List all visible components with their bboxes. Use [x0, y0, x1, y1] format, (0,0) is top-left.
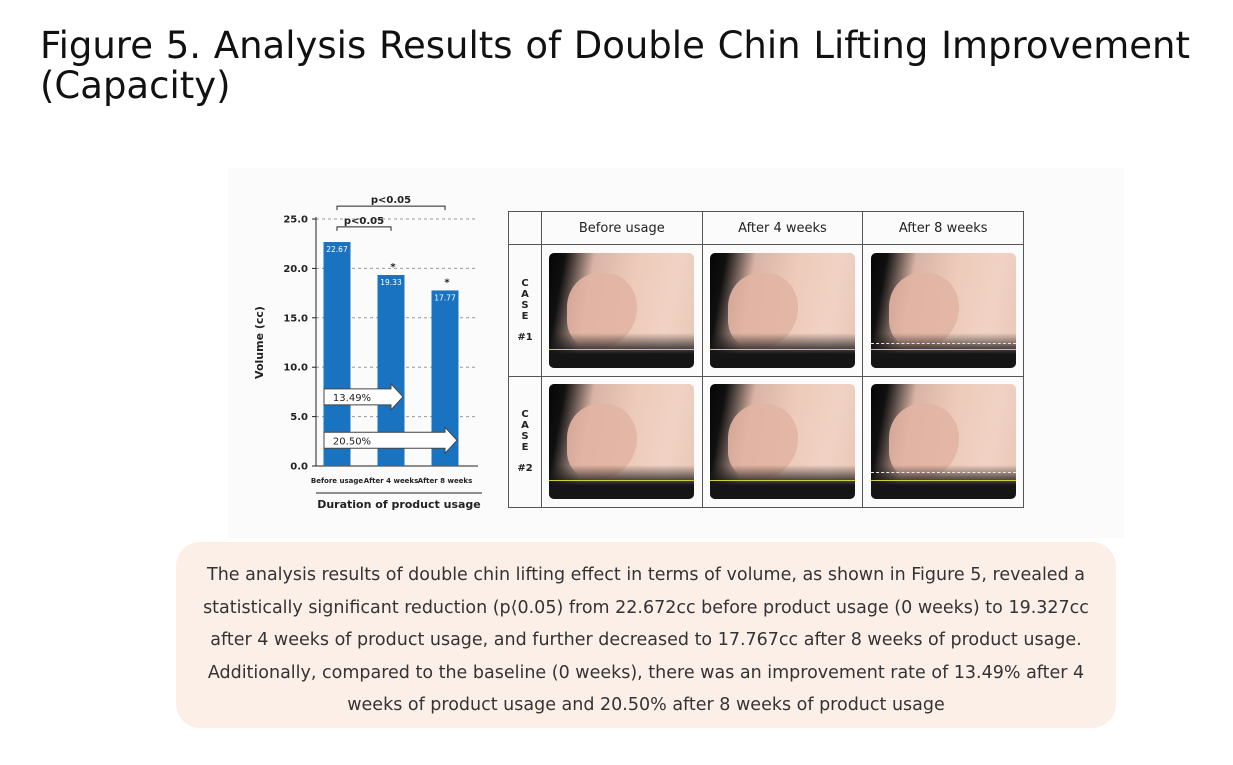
improvement-label: 20.50% [333, 436, 371, 447]
case-letter: S [521, 299, 529, 311]
photo-cell [541, 244, 703, 377]
photo-cell [541, 375, 703, 508]
photo-cell [701, 375, 864, 508]
profile-photo-case2-week4 [709, 384, 855, 500]
summary-line: The analysis results of double chin lift… [207, 565, 1085, 585]
page-title: Figure 5. Analysis Results of Double Chi… [40, 24, 1190, 107]
y-tick-label: 25.0 [283, 215, 308, 226]
x-tick-label: After 4 weeks [364, 477, 419, 485]
y-tick-label: 10.0 [283, 363, 308, 374]
case-row-1: C A S E #1 [508, 244, 1024, 377]
significance-bracket [336, 226, 392, 231]
profile-photo-case1-week4 [709, 252, 855, 368]
bar-value-label: 17.77 [434, 293, 456, 302]
reference-line-dashed [870, 342, 1016, 344]
improvement-arrow [323, 426, 458, 455]
profile-photo-case1-before [549, 252, 695, 368]
significance-bracket [336, 205, 446, 211]
reference-line-dashed [870, 472, 1016, 474]
summary-line: weeks of product usage and 20.50% after … [347, 695, 945, 715]
case-letter: C [521, 277, 529, 289]
significance-label: p<0.05 [371, 195, 411, 206]
reference-line [549, 480, 695, 482]
case-comparison-table: Before usage After 4 weeks After 8 weeks… [508, 211, 1024, 508]
reference-line [870, 348, 1016, 350]
case-1-label: C A S E #1 [508, 244, 542, 377]
y-tick-label: 15.0 [283, 313, 308, 324]
improvement-label: 13.49% [333, 393, 371, 404]
photo-cell [862, 375, 1024, 508]
x-tick-label: After 8 weeks [418, 477, 473, 485]
x-axis-label: Duration of product usage [317, 498, 481, 511]
case-letter: E [521, 310, 529, 322]
profile-photo-case1-week8 [870, 252, 1016, 368]
significance-label: p<0.05 [344, 216, 384, 227]
significance-asterisk: * [390, 262, 396, 273]
profile-photo-case2-week8 [870, 384, 1016, 500]
bar-value-label: 19.33 [380, 278, 402, 287]
profile-photo-case2-before [549, 384, 695, 500]
case-letter: A [521, 288, 529, 300]
header-before-usage: Before usage [541, 211, 703, 245]
summary-line: statistically significant reduction (p⟨0… [203, 597, 1089, 618]
y-tick-label: 0.0 [290, 462, 308, 473]
y-tick-label: 5.0 [290, 412, 308, 423]
summary-line: Additionally, compared to the baseline (… [207, 662, 1085, 683]
case-letter: C [521, 409, 529, 421]
case-2-label: C A S E #2 [508, 375, 542, 508]
reference-line [870, 480, 1016, 482]
case-letter: E [521, 442, 529, 454]
case-letter: S [521, 431, 529, 443]
significance-asterisk: * [444, 277, 450, 288]
reference-line [709, 348, 855, 350]
summary-box: The analysis results of double chin lift… [176, 542, 1116, 728]
case-id: #1 [517, 331, 533, 343]
header-after-4-weeks: After 4 weeks [701, 211, 864, 245]
case-id: #2 [517, 463, 533, 475]
photo-cell [701, 244, 864, 377]
reference-line [709, 480, 855, 482]
y-axis-label: Volume (cc) [253, 306, 266, 379]
table-corner-cell [508, 211, 542, 245]
bar-value-label: 22.67 [326, 245, 348, 254]
summary-line: after 4 weeks of product usage, and furt… [210, 630, 1082, 650]
case-row-2: C A S E #2 [508, 375, 1024, 508]
bar [323, 242, 351, 466]
improvement-arrow [323, 382, 404, 412]
y-tick-label: 20.0 [283, 264, 308, 275]
case-letter: A [521, 420, 529, 432]
volume-bar-chart: 0.0 5.0 10.0 15.0 20.0 25.0 Volume (cc) 22.67 Be… [253, 195, 482, 511]
reference-line [549, 348, 695, 350]
photo-cell [862, 244, 1024, 377]
header-after-8-weeks: After 8 weeks [862, 211, 1024, 245]
x-tick-label: Before usage [311, 477, 363, 485]
